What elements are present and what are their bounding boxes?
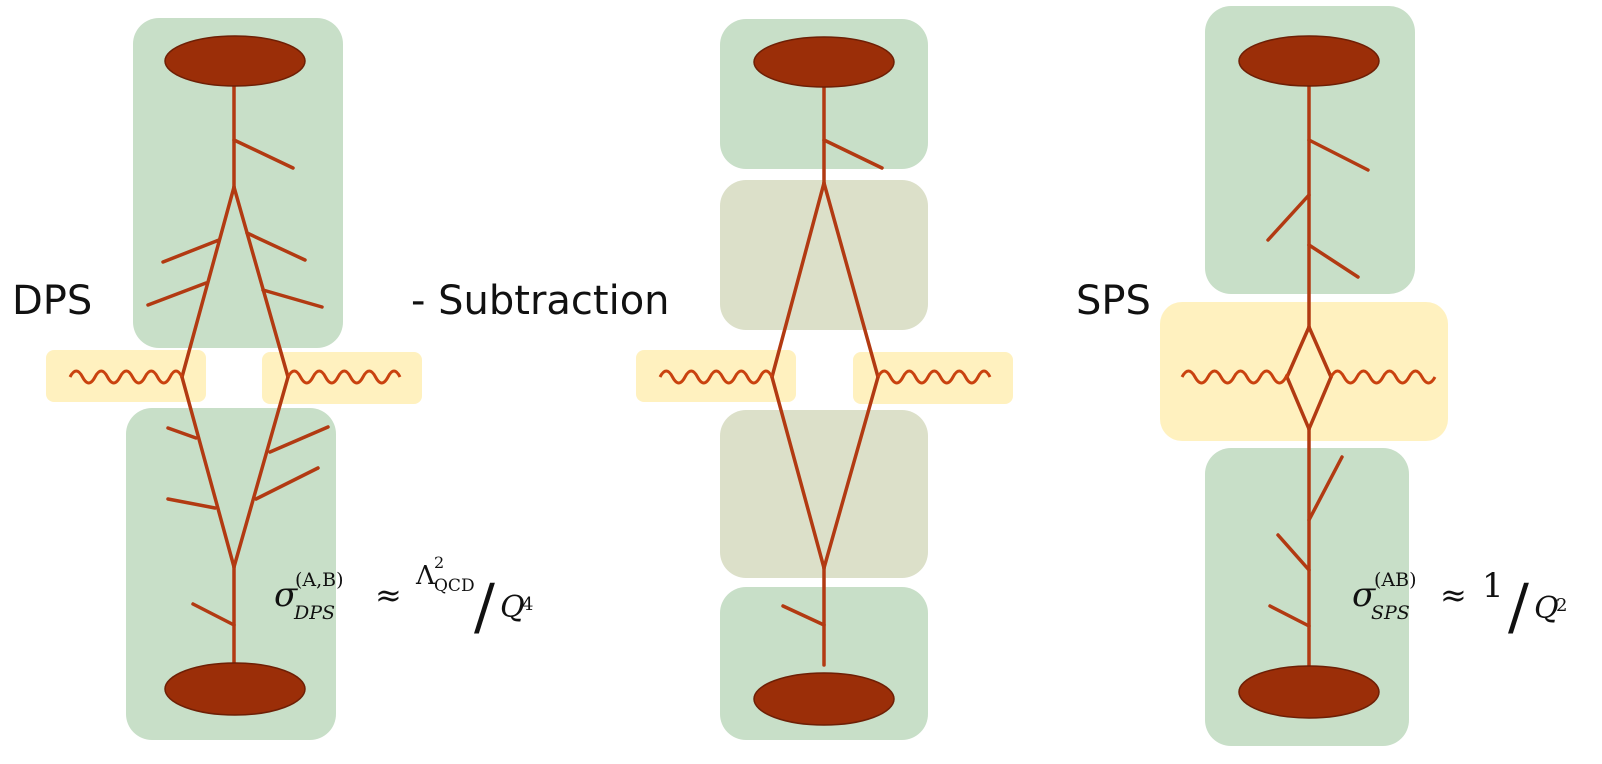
- dps-lower-green-box: [126, 408, 336, 740]
- sps-label: SPS: [1076, 278, 1151, 324]
- sps-yellow-box: [1160, 302, 1448, 441]
- dps-wavy-lines: [68, 369, 402, 385]
- sps-denominator: Q: [1534, 591, 1559, 626]
- sub-right-boson-wave: [876, 369, 992, 385]
- sps-panel: SPS σ (AB) SPS ≈ 1 / Q 2: [1076, 6, 1567, 746]
- sps-numerator: 1: [1482, 566, 1504, 606]
- sps-lower-green-box: [1205, 448, 1409, 746]
- sub-right-yellow-box: [853, 352, 1013, 404]
- sps-wavy-lines: [1180, 369, 1437, 385]
- dps-label: DPS: [12, 278, 92, 324]
- dps-lambda-exp: 2: [434, 553, 444, 572]
- dps-top-hadron: [164, 35, 306, 87]
- sps-left-boson-wave: [1180, 369, 1289, 385]
- dps-sigma: σ: [274, 575, 298, 615]
- dps-denominator: Q: [500, 590, 525, 625]
- dps-fraction-slash: /: [474, 570, 495, 643]
- subtraction-panel: - Subtraction: [411, 19, 1013, 740]
- dps-formula: σ (A,B) DPS ≈ Λ 2 QCD / Q 4: [274, 553, 533, 643]
- dps-left-yellow-box: [46, 350, 206, 402]
- sps-bottom-hadron: [1238, 665, 1380, 719]
- dps-lambda: Λ: [415, 561, 436, 591]
- sub-top-hadron: [753, 36, 895, 88]
- dps-approx: ≈: [375, 576, 402, 614]
- sub-upper-khaki-box: [720, 180, 928, 330]
- dps-left-boson-wave: [68, 369, 184, 385]
- dps-right-boson-wave: [286, 369, 402, 385]
- dps-panel: DPS σ (A,B) DPS ≈ Λ 2 QCD / Q 4: [12, 18, 533, 740]
- sps-sigma: σ: [1352, 575, 1376, 615]
- sps-top-hadron: [1238, 35, 1380, 87]
- sub-left-yellow-box: [636, 350, 796, 402]
- sub-parton-lines: [770, 83, 884, 667]
- dps-superscript: (A,B): [295, 569, 344, 591]
- sps-parton-lines: [1266, 83, 1370, 669]
- sps-superscript: (AB): [1374, 569, 1417, 591]
- subtraction-label: - Subtraction: [411, 278, 670, 324]
- sps-right-boson-wave: [1329, 369, 1437, 385]
- dps-lambda-sub: QCD: [434, 576, 475, 596]
- sps-denominator-exp: 2: [1556, 595, 1567, 616]
- sps-approx: ≈: [1440, 576, 1467, 614]
- sub-bottom-hadron: [753, 672, 895, 726]
- dps-bottom-hadron: [164, 662, 306, 716]
- sub-left-boson-wave: [658, 369, 774, 385]
- sub-wavy-lines: [658, 369, 992, 385]
- dps-denominator-exp: 4: [522, 594, 533, 615]
- sub-lower-khaki-box: [720, 410, 928, 578]
- sps-subscript: SPS: [1371, 602, 1410, 624]
- dps-subscript: DPS: [293, 602, 335, 624]
- dps-upper-green-box: [133, 18, 343, 348]
- sps-formula: σ (AB) SPS ≈ 1 / Q 2: [1352, 566, 1567, 643]
- dps-parton-lines: [146, 83, 330, 667]
- sps-fraction-slash: /: [1508, 570, 1529, 643]
- dps-right-yellow-box: [262, 352, 422, 404]
